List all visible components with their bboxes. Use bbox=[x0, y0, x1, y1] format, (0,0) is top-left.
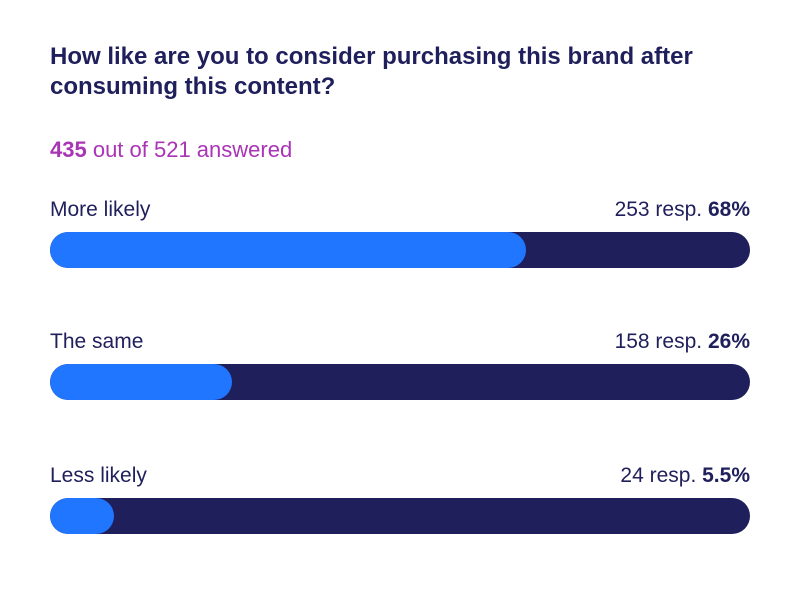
option-percentage: 26% bbox=[707, 330, 750, 353]
question-title: How like are you to consider purchasing … bbox=[50, 43, 693, 100]
option-row-the-same: The same 158 resp. 26% bbox=[50, 328, 750, 408]
option-percentage: 68% bbox=[707, 198, 750, 221]
bar-track bbox=[50, 364, 750, 400]
bar-fill bbox=[50, 364, 232, 400]
option-percentage: 5.5% bbox=[702, 464, 750, 487]
answered-total-text: out of 521 answered bbox=[86, 137, 293, 162]
answer-summary: 435 out of 521 answered bbox=[50, 136, 292, 164]
option-responses: 158 resp. bbox=[614, 330, 708, 353]
bar-track bbox=[50, 232, 750, 268]
bar-fill bbox=[50, 232, 526, 268]
option-stats: 253 resp. 68% bbox=[615, 196, 750, 224]
answered-count: 435 bbox=[50, 137, 87, 162]
bar-track bbox=[50, 498, 750, 534]
option-label: More likely bbox=[50, 198, 151, 221]
option-stats: 158 resp. 26% bbox=[615, 328, 750, 356]
option-row-more-likely: More likely 253 resp. 68% bbox=[50, 196, 750, 276]
option-label: The same bbox=[50, 330, 144, 353]
option-row-less-likely: Less likely 24 resp. 5.5% bbox=[50, 462, 750, 542]
bar-fill bbox=[50, 498, 114, 534]
option-responses: 253 resp. bbox=[614, 198, 708, 221]
option-responses: 24 resp. bbox=[620, 464, 703, 487]
option-label: Less likely bbox=[50, 464, 147, 487]
option-stats: 24 resp. 5.5% bbox=[620, 462, 750, 490]
